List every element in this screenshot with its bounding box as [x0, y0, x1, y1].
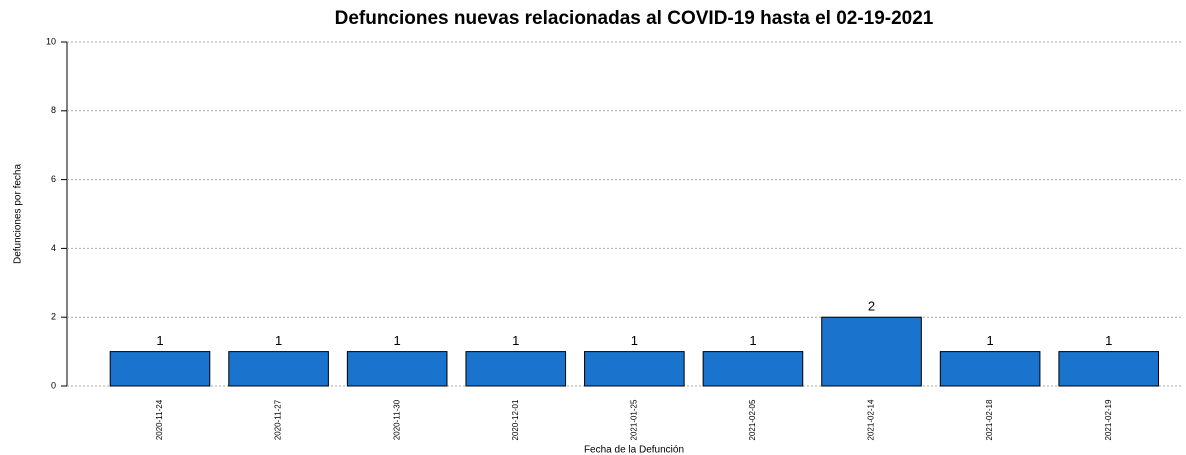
y-tick-label: 6: [51, 174, 56, 184]
value-label: 1: [394, 333, 401, 348]
bar: [702, 351, 804, 387]
value-label: 1: [275, 333, 282, 348]
y-tick-label: 0: [51, 380, 56, 390]
value-label: 2: [868, 299, 875, 314]
value-label: 1: [631, 333, 638, 348]
chart-title: Defunciones nuevas relacionadas al COVID…: [335, 8, 934, 29]
x-tick-label: 2020-12-01: [511, 399, 520, 440]
x-tick-label: 2021-02-05: [748, 399, 757, 440]
value-label: 1: [749, 333, 756, 348]
x-axis-label: Fecha de la Defunción: [584, 445, 684, 455]
x-tick-label: 2021-02-14: [867, 399, 876, 440]
bar: [465, 351, 567, 387]
value-label: 1: [986, 333, 993, 348]
bar: [109, 351, 211, 387]
bar: [1058, 351, 1160, 387]
x-tick-label: 2020-11-24: [155, 399, 164, 440]
value-label: 1: [512, 333, 519, 348]
bar: [346, 351, 448, 387]
y-tick-label: 8: [51, 105, 56, 115]
value-label: 1: [1105, 333, 1112, 348]
y-tick-label: 10: [46, 36, 56, 46]
x-tick-label: 2021-02-19: [1104, 399, 1113, 440]
bar: [584, 351, 685, 387]
y-tick-label: 4: [51, 243, 56, 253]
bar: [821, 316, 922, 387]
y-axis-label: Defunciones por fecha: [13, 164, 24, 265]
value-label: 1: [156, 333, 163, 348]
y-tick-label: 2: [51, 312, 56, 322]
x-tick-label: 2020-11-30: [392, 399, 401, 440]
bar: [228, 351, 329, 387]
x-tick-label: 2021-02-18: [985, 399, 994, 440]
bar: [939, 351, 1041, 387]
x-tick-label: 2021-01-25: [629, 399, 638, 440]
x-tick-label: 2020-11-27: [274, 399, 283, 440]
